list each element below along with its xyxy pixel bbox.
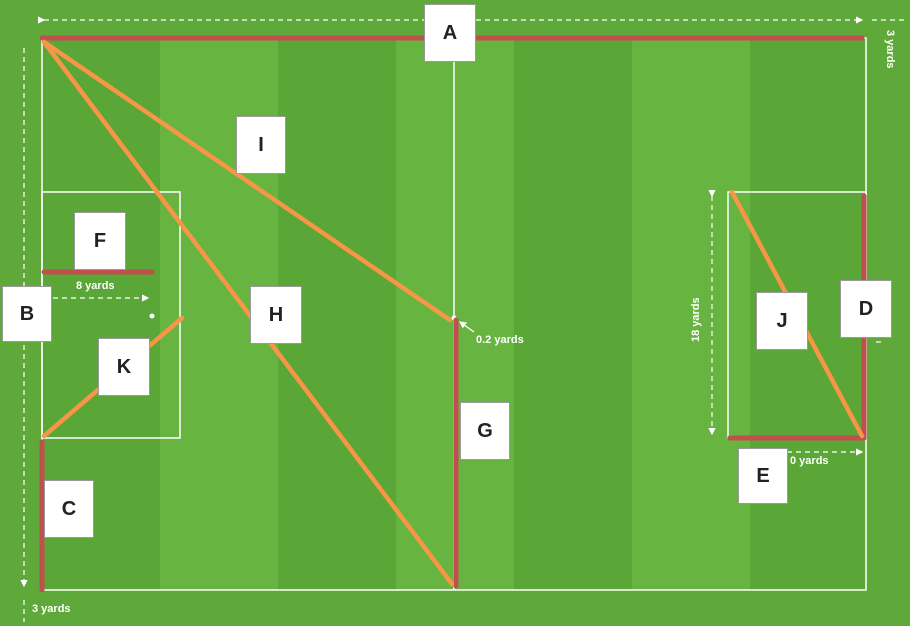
spot-offset-arrow [459,321,475,333]
line-i [41,39,453,323]
line-h [41,39,455,587]
note-0-yards: 0 yards [790,455,829,467]
note-18-yards: 18 yards [690,297,702,342]
note-top-right-3-yards: 3 yards [884,30,896,69]
label-c: C [44,480,94,538]
label-k: K [98,338,150,396]
label-b: B [2,286,52,342]
label-i: I [236,116,286,174]
label-j: J [756,292,808,350]
orange-lines [41,39,865,587]
label-f: F [74,212,126,270]
label-e: E [738,448,788,504]
note-bottom-left-3-yards: 3 yards [32,603,71,615]
note-0-2-yards: 0.2 yards [476,334,524,346]
label-a: A [424,4,476,62]
label-h: H [250,286,302,344]
label-d: D [840,280,892,338]
label-g: G [460,402,510,460]
penalty-spot [149,313,155,319]
note-8-yards: 8 yards [76,280,115,292]
